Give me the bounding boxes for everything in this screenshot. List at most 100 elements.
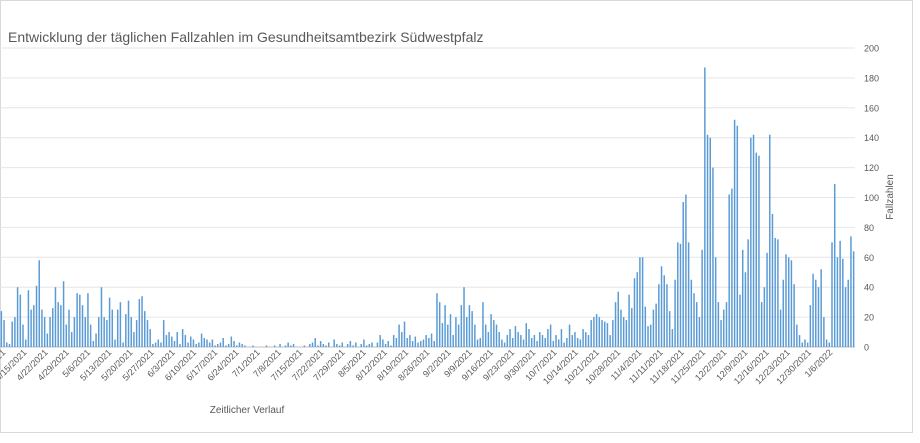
y-tick-label: 60: [864, 253, 874, 263]
bar: [796, 324, 798, 347]
bar: [449, 314, 452, 347]
bar: [850, 236, 852, 347]
bar: [162, 320, 165, 347]
bar: [38, 260, 40, 347]
bar: [200, 333, 203, 347]
bar: [506, 335, 509, 347]
bar: [70, 332, 73, 347]
bar: [712, 167, 714, 347]
bar: [668, 311, 671, 347]
bar: [563, 342, 565, 347]
y-tick-label: 160: [864, 103, 879, 113]
bar: [241, 344, 243, 347]
bar: [709, 137, 711, 347]
bar: [84, 317, 86, 347]
bar: [365, 345, 368, 347]
bar: [647, 326, 649, 347]
bar: [406, 338, 408, 347]
bar: [744, 272, 747, 347]
bar: [0, 311, 3, 347]
bar: [777, 239, 779, 347]
bar: [236, 345, 238, 347]
bar: [549, 324, 552, 347]
bar: [322, 344, 325, 347]
bar: [487, 332, 490, 347]
bar: [41, 309, 43, 348]
bar: [98, 317, 100, 347]
bar: [165, 335, 168, 347]
bar: [328, 342, 330, 347]
bar: [509, 329, 511, 347]
bar: [614, 302, 617, 347]
bar: [192, 339, 195, 347]
bar: [46, 333, 49, 347]
bar: [706, 134, 709, 347]
bar: [736, 125, 739, 348]
bar: [219, 342, 222, 347]
bar: [520, 335, 522, 347]
bar: [133, 332, 135, 347]
bar: [187, 342, 189, 347]
bar: [733, 119, 736, 347]
bar: [217, 344, 219, 347]
bar: [319, 341, 322, 347]
bar: [57, 302, 59, 347]
bar: [628, 294, 630, 347]
bar: [701, 249, 703, 347]
bar: [265, 345, 268, 347]
bar: [590, 320, 592, 347]
bar: [831, 242, 833, 347]
bar: [622, 317, 625, 347]
y-tick-label: 180: [864, 73, 879, 83]
bar: [62, 281, 65, 347]
bar: [606, 323, 609, 347]
bar: [552, 341, 555, 347]
bar: [812, 273, 814, 347]
bar: [244, 345, 246, 347]
bar: [333, 339, 335, 347]
bar: [87, 293, 89, 347]
bar: [27, 290, 30, 347]
bar: [325, 345, 327, 347]
bar: [33, 305, 35, 347]
bar: [341, 342, 344, 347]
bar: [809, 305, 812, 347]
bar: [360, 344, 362, 347]
bar: [655, 303, 657, 347]
bar: [547, 329, 549, 347]
bar: [108, 297, 111, 347]
bar: [355, 342, 357, 347]
y-tick-label: 0: [864, 343, 869, 353]
bar: [790, 260, 793, 347]
bar: [6, 342, 8, 347]
bar: [284, 345, 287, 347]
bar: [238, 342, 241, 347]
bar: [695, 302, 698, 347]
bar: [595, 314, 598, 347]
bar: [81, 305, 84, 347]
bar: [309, 344, 311, 347]
bar: [820, 269, 822, 347]
bar: [766, 252, 768, 347]
bar: [544, 338, 546, 347]
bar: [387, 341, 390, 347]
bar: [352, 345, 354, 347]
bar: [376, 342, 379, 347]
bar: [114, 339, 116, 347]
bar: [844, 287, 847, 347]
bar: [138, 299, 141, 347]
bar: [49, 317, 51, 347]
bar: [35, 285, 38, 347]
y-tick-label: 100: [864, 193, 879, 203]
bar: [793, 284, 795, 347]
bar: [503, 342, 506, 347]
bar: [54, 287, 57, 347]
bar: [704, 67, 706, 347]
bar: [752, 134, 755, 347]
bar: [658, 284, 660, 347]
bar: [414, 336, 417, 347]
bar: [533, 335, 536, 347]
bar: [168, 332, 170, 347]
bar: [230, 336, 233, 347]
bar: [482, 302, 484, 347]
